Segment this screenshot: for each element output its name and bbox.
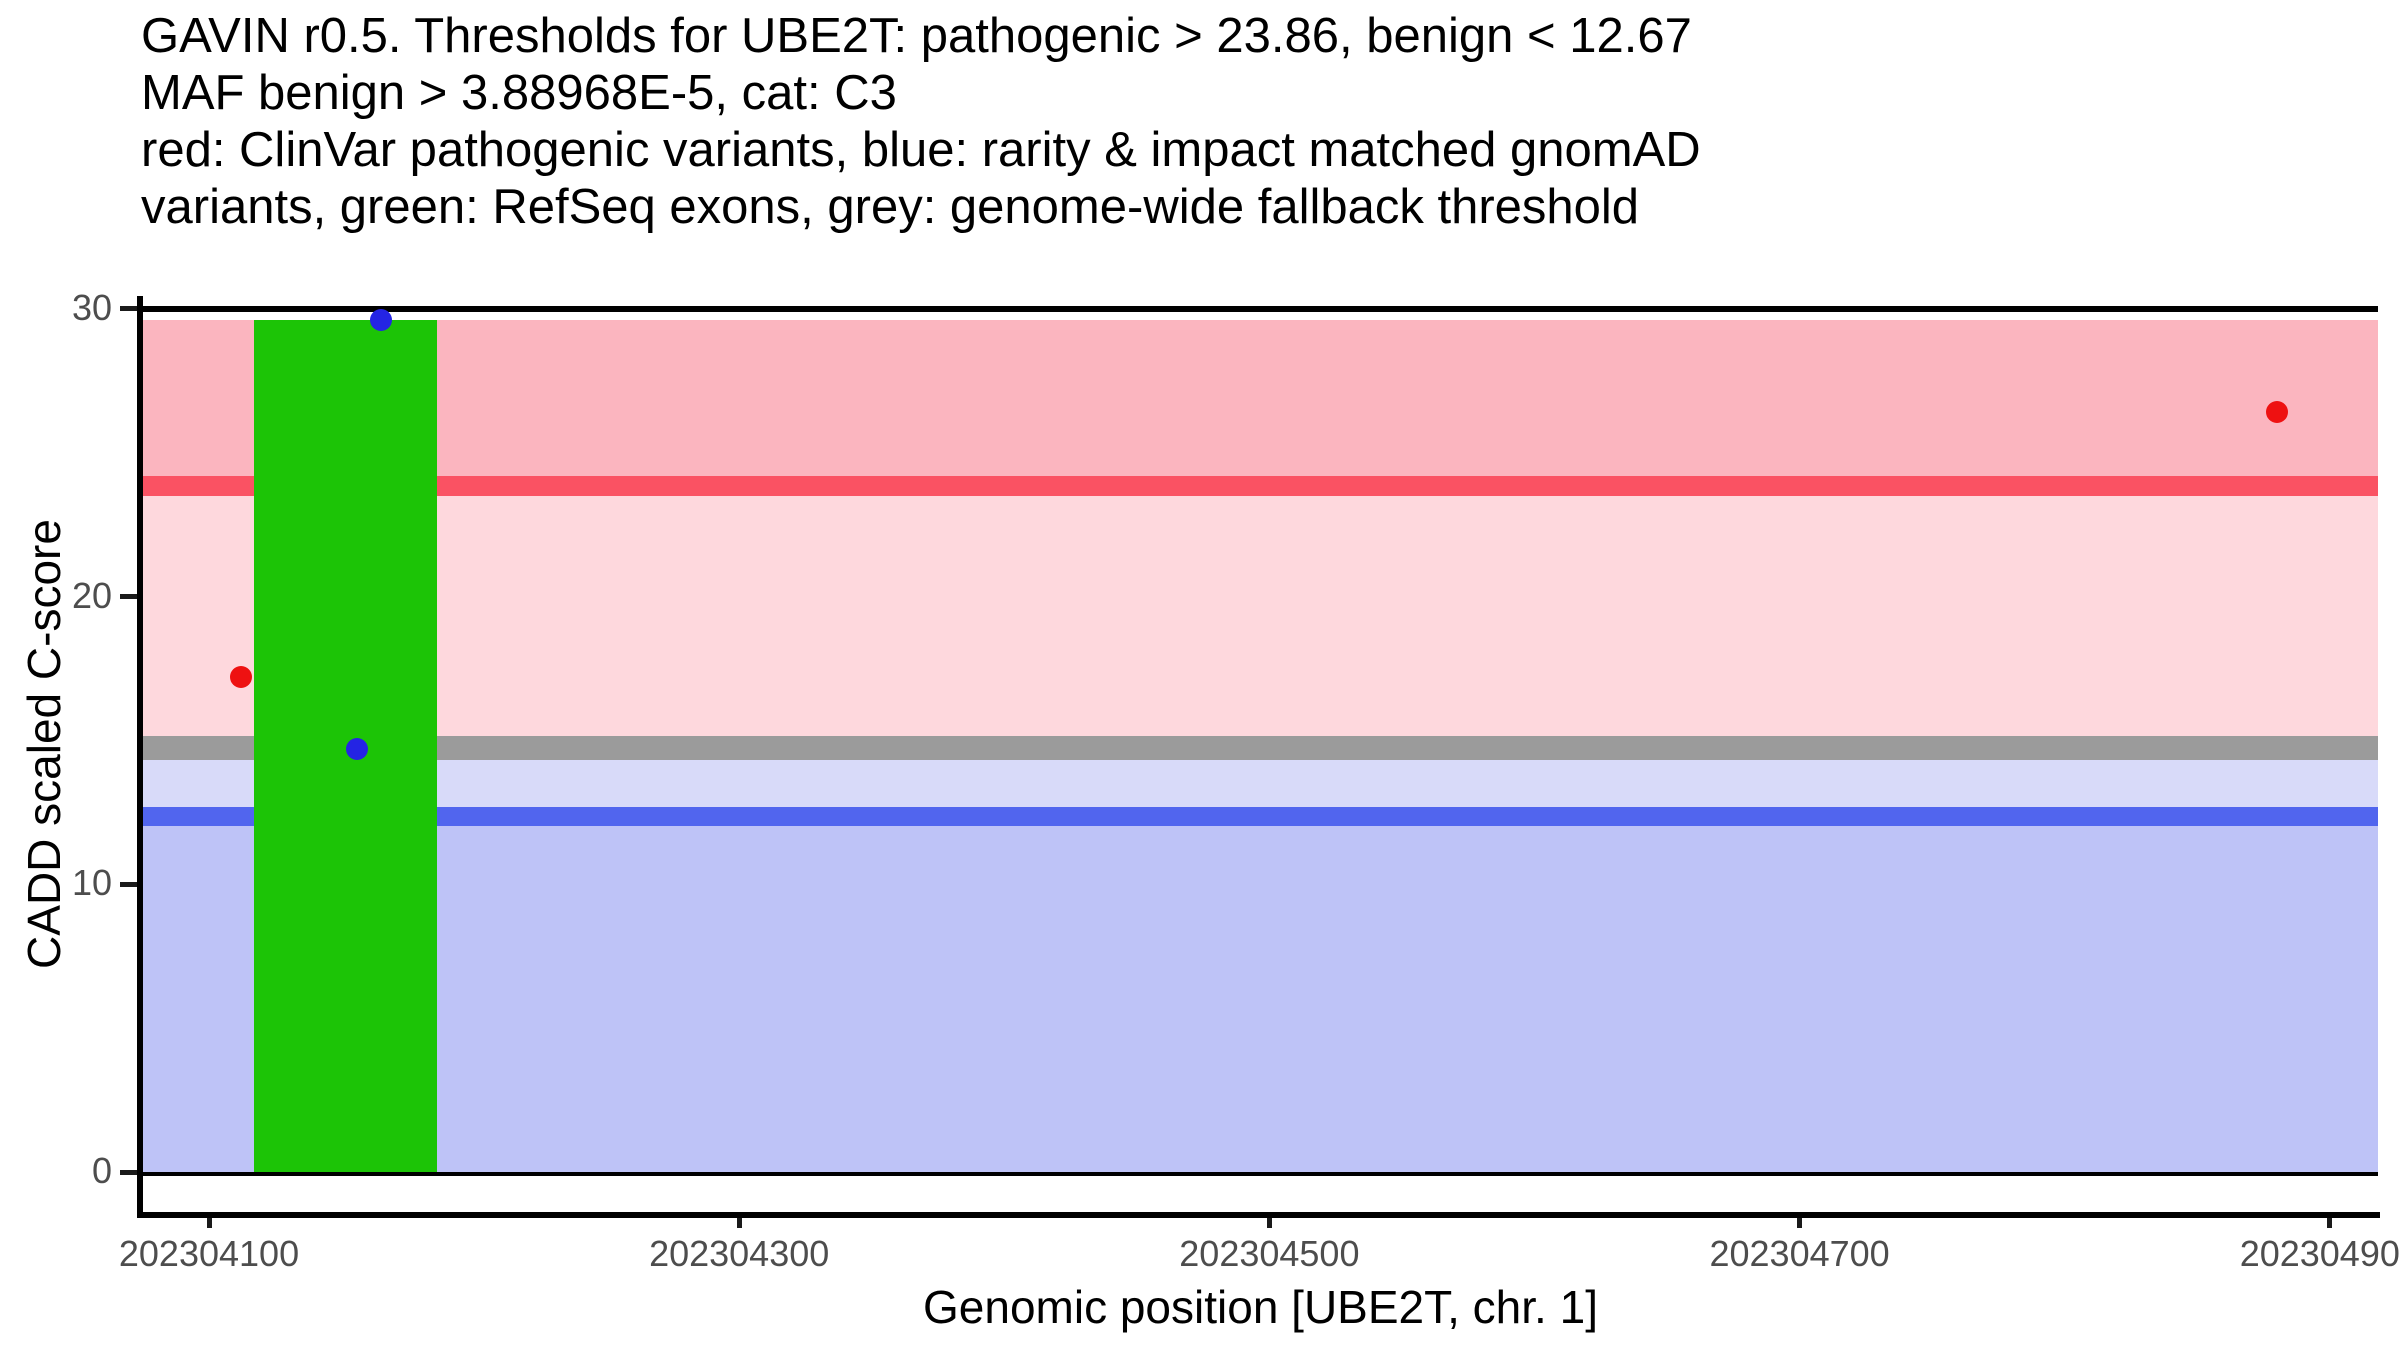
x-axis-tick [1266,1218,1272,1228]
y-axis-title: CADD scaled C-score [18,519,70,969]
uncertain-zone-upper-band [143,495,2378,736]
benign-threshold-line-band [143,806,2378,826]
gnomad-matched-variant-point [370,309,393,332]
clinvar-pathogenic-variant-point [229,666,252,689]
y-axis-tick [120,1169,137,1175]
benign-zone-band [143,825,2378,1172]
y-tick-label: 20 [71,574,112,616]
plot-title-line-3: red: ClinVar pathogenic variants, blue: … [141,123,1701,177]
y-tick-label: 30 [71,286,112,328]
plot-title-line-1: GAVIN r0.5. Thresholds for UBE2T: pathog… [141,9,1692,63]
plot-title-line-4: variants, green: RefSeq exons, grey: gen… [141,180,1640,234]
x-axis-tick [206,1218,212,1228]
genome-wide-fallback-line-band [143,735,2378,760]
y-axis-tick [120,594,137,600]
y-axis-line [137,296,143,1218]
pathogenic-threshold-line-band [143,475,2378,496]
x-axis-tick [2327,1218,2333,1228]
panel-top-border [137,306,2378,312]
gnomad-matched-variant-point [346,738,369,761]
plot-title-line-2: MAF benign > 3.88968E-5, cat: C3 [141,66,897,120]
panel-bottom-border [137,1172,2378,1176]
x-axis-line [137,1212,2380,1218]
clinvar-pathogenic-variant-point [2265,401,2288,424]
x-tick-label: 202304700 [1709,1233,1890,1274]
refseq-exon-rect [254,320,437,1172]
x-tick-label: 202304500 [1179,1233,1360,1274]
y-tick-label: 0 [91,1150,112,1191]
plot-title-block: GAVIN r0.5. Thresholds for UBE2T: pathog… [141,8,1701,236]
x-tick-label: 202304100 [118,1233,300,1274]
x-axis-tick [1797,1218,1803,1228]
y-tick-label: 10 [71,862,112,904]
x-axis-tick [736,1218,742,1228]
y-axis-tick [120,881,137,887]
uncertain-zone-lower-band [143,760,2378,807]
pathogenic-zone-band [143,320,2378,476]
x-tick-label: 202304300 [649,1233,830,1274]
x-axis-title: Genomic position [UBE2T, chr. 1] [923,1281,1598,1333]
y-axis-tick [120,306,137,312]
